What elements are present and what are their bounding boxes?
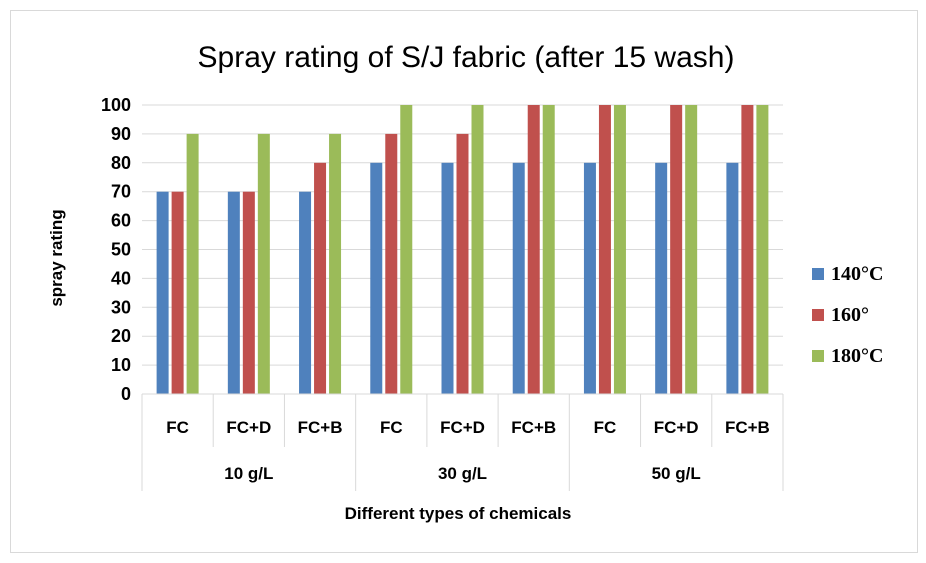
bar <box>756 105 769 394</box>
bar <box>385 133 398 394</box>
bar <box>655 162 668 394</box>
y-tick-label: 50 <box>111 240 131 260</box>
bar <box>613 105 626 394</box>
x-category-label: FC+D <box>654 418 699 437</box>
x-group-label: 10 g/L <box>224 464 273 483</box>
legend-label: 180°C <box>831 345 883 367</box>
bar <box>512 162 525 394</box>
x-axis-title: Different types of chemicals <box>345 504 572 523</box>
chart-title: Spray rating of S/J fabric (after 15 was… <box>198 41 735 74</box>
bar <box>314 162 327 394</box>
legend: 140°C 160° 180°C <box>812 263 883 367</box>
x-category-label: FC+B <box>725 418 770 437</box>
x-category-label: FC <box>594 418 617 437</box>
y-tick-label: 60 <box>111 211 131 231</box>
bar <box>471 105 484 394</box>
bar <box>186 133 199 394</box>
bar <box>441 162 454 394</box>
x-category-label: FC+B <box>511 418 556 437</box>
y-tick-label: 90 <box>111 124 131 144</box>
bar <box>726 162 739 394</box>
y-tick-labels: 0 10 20 30 40 50 60 70 80 90 100 <box>101 95 131 404</box>
legend-swatch <box>812 350 824 362</box>
bar <box>456 133 469 394</box>
x-category-label: FC <box>166 418 189 437</box>
x-group-label: 30 g/L <box>438 464 487 483</box>
bar <box>227 191 240 394</box>
bar <box>670 105 683 394</box>
bar <box>542 105 555 394</box>
bar <box>257 133 270 394</box>
bar <box>171 191 184 394</box>
y-tick-label: 70 <box>111 182 131 202</box>
x-category-label: FC+B <box>298 418 343 437</box>
y-axis-title: spray rating <box>47 209 66 306</box>
bar <box>583 162 596 394</box>
chart-frame: Spray rating of S/J fabric (after 15 was… <box>10 10 918 553</box>
bar <box>741 105 754 394</box>
bar <box>598 105 611 394</box>
bar <box>685 105 698 394</box>
chart: Spray rating of S/J fabric (after 15 was… <box>47 41 883 523</box>
bar <box>370 162 383 394</box>
y-tick-label: 100 <box>101 95 131 115</box>
x-category-label: FC+D <box>226 418 271 437</box>
bar <box>329 133 342 394</box>
bars <box>156 105 769 394</box>
y-tick-label: 10 <box>111 355 131 375</box>
bar <box>242 191 255 394</box>
x-category-label: FC <box>380 418 403 437</box>
y-tick-label: 0 <box>121 384 131 404</box>
x-group-label: 50 g/L <box>652 464 701 483</box>
legend-swatch <box>812 309 824 321</box>
bar <box>156 191 169 394</box>
legend-swatch <box>812 268 824 280</box>
y-tick-label: 30 <box>111 297 131 317</box>
legend-label: 140°C <box>831 263 883 285</box>
bar <box>400 105 413 394</box>
x-category-label: FC+D <box>440 418 485 437</box>
legend-label: 160° <box>831 304 869 326</box>
y-tick-label: 80 <box>111 153 131 173</box>
y-tick-label: 20 <box>111 326 131 346</box>
bar <box>527 105 540 394</box>
y-tick-label: 40 <box>111 268 131 288</box>
bar <box>299 191 312 394</box>
x-axis: FC FC+D FC+B FC FC+D FC+B FC FC+D FC+B 10 g/L 30 g… <box>141 393 784 491</box>
